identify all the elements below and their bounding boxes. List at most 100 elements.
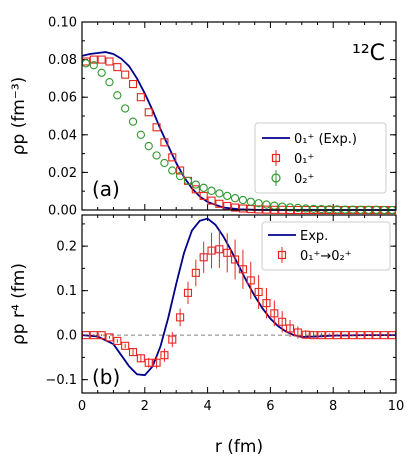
panel-b-point-square	[136, 354, 145, 363]
panel-a-y-tick-label: 0.04	[48, 128, 77, 143]
panel-a-point-circle	[207, 186, 216, 195]
panel-a-legend-marker-02	[271, 170, 281, 186]
panel-b-point-square	[262, 299, 271, 308]
panel-a-point-circle	[325, 205, 334, 214]
panel-b-data	[81, 217, 397, 377]
panel-a-y-tick-label: 0.10	[48, 16, 77, 31]
panel-a-legend: 0₁⁺ (Exp.) 0₁⁺ 0₂⁺	[254, 122, 387, 194]
panel-b-legend-label-transition: 0₁⁺→0₂⁺	[300, 249, 352, 264]
panel-b-point-square	[176, 313, 185, 322]
panel-b-point-square	[199, 253, 208, 262]
panel-a-point-square	[207, 196, 216, 205]
panel-b-point-square	[160, 351, 169, 360]
panel-a-point-circle	[183, 176, 193, 186]
panel-a-point-square	[113, 63, 122, 72]
panel-a-annotation: ¹²C	[352, 41, 385, 66]
panel-b-point-square	[191, 268, 200, 277]
panel-b-point-square	[152, 358, 161, 367]
panel-b-point-square	[309, 331, 318, 340]
panel-a-point-circle	[191, 180, 200, 189]
panel-a-point-circle	[144, 141, 153, 151]
panel-a-point-circle	[168, 166, 177, 175]
panel-a-point-circle	[309, 204, 318, 214]
panel-b-point-square	[317, 331, 326, 340]
panel-b-ylabel: ρp r⁴ (fm)	[9, 263, 29, 345]
panel-a-point-square	[152, 123, 161, 132]
panel-a-point-circle	[113, 91, 122, 100]
panel-a: 0.00 0.02 0.04 0.06 0.08 0.10 (a) ¹²C 0₁⁺ (Ex…	[9, 16, 397, 219]
panel-a-point-circle	[223, 191, 232, 201]
panel-a-point-square	[168, 153, 177, 162]
panel-b-legend-label-exp: Exp.	[300, 229, 328, 244]
panel-b-point-square	[97, 331, 106, 340]
panel-b-point-square	[223, 248, 232, 257]
panel-a-point-circle	[199, 183, 208, 192]
panel-b-point-square	[372, 331, 381, 340]
panel-b-point-square	[364, 331, 373, 340]
panel-b-point-square	[144, 358, 153, 367]
panel-a-point-square	[215, 199, 224, 208]
panel-a-point-circle	[89, 61, 98, 70]
panel-a-point-circle	[270, 201, 279, 210]
x-tick-label: 4	[203, 399, 211, 414]
panel-b-frame	[81, 214, 397, 394]
panel-a-point-square	[121, 70, 130, 79]
panel-b-point-square	[121, 341, 130, 350]
panel-a-legend-label-01: 0₁⁺	[294, 152, 314, 167]
panel-b-point-square	[128, 348, 138, 357]
panel-b-point-square	[333, 331, 342, 340]
panel-a-point-square	[199, 191, 208, 200]
panel-b-tag: (b)	[92, 365, 120, 389]
x-tick-label: 8	[329, 399, 337, 414]
panel-a-point-circle	[301, 204, 310, 213]
panel-a-point-square	[160, 138, 169, 147]
panel-a-point-circle	[293, 203, 303, 213]
panel-a-y-tick-label: 0.08	[48, 53, 77, 68]
panel-b-ticks: −0.1 0.0 0.1 0.2 0 2 4 6 8 10	[45, 215, 404, 414]
panel-a-point-circle	[128, 117, 138, 126]
panel-b-point-square	[105, 333, 114, 342]
panel-a-point-square	[136, 93, 145, 102]
panel-a-y-tick-label: 0.06	[48, 91, 77, 106]
panel-a-point-square	[144, 108, 153, 117]
panel-b-point-square	[293, 328, 302, 337]
panel-a-point-circle	[152, 151, 161, 160]
panel-b-point-square	[285, 324, 295, 333]
panel-a-legend-label-exp: 0₁⁺ (Exp.)	[294, 132, 357, 147]
panel-a-point-square	[238, 204, 247, 213]
panel-b-legend-box	[261, 221, 391, 271]
panel-b-point-square	[183, 288, 193, 297]
panel-a-legend-marker-01	[271, 150, 281, 166]
panel-a-point-circle	[285, 203, 295, 212]
panel-a-point-circle	[97, 68, 106, 77]
panel-a-frame	[81, 21, 397, 211]
panel-b-y-tick-label: 0.2	[56, 240, 77, 255]
panel-a-point-circle	[238, 195, 248, 205]
x-tick-label: 2	[141, 399, 149, 414]
panel-b-point-square	[254, 287, 263, 297]
panel-a-point-circle	[262, 200, 271, 209]
panel-b-point-square	[246, 276, 255, 285]
panel-b-point-square	[356, 331, 365, 340]
x-tick-label: 0	[78, 399, 86, 414]
panel-b-point-square	[380, 331, 389, 340]
panel-a-point-circle	[246, 197, 255, 206]
panel-a-tag: (a)	[92, 177, 120, 201]
panel-a-point-square	[97, 55, 106, 64]
panel-a-point-circle	[230, 194, 240, 203]
panel-a-point-circle	[160, 158, 169, 168]
panel-b-y-tick-label: 0.0	[56, 329, 77, 344]
panel-a-y-tick-label: 0.02	[48, 166, 77, 181]
panel-a-point-square	[105, 57, 114, 66]
x-axis-label: r (fm)	[215, 437, 263, 457]
panel-b-point-square	[238, 265, 247, 274]
panel-b-legend-marker-transition	[277, 247, 287, 263]
panel-a-y-tick-label: 0.00	[48, 204, 77, 219]
panel-a-ylabel: ρp (fm⁻³)	[9, 77, 29, 156]
panel-a-point-circle	[121, 104, 130, 113]
panel-a-point-square	[191, 185, 200, 194]
x-tick-label: 6	[266, 399, 274, 414]
panel-b-point-square	[113, 336, 122, 345]
panel-a-point-circle	[81, 59, 91, 68]
